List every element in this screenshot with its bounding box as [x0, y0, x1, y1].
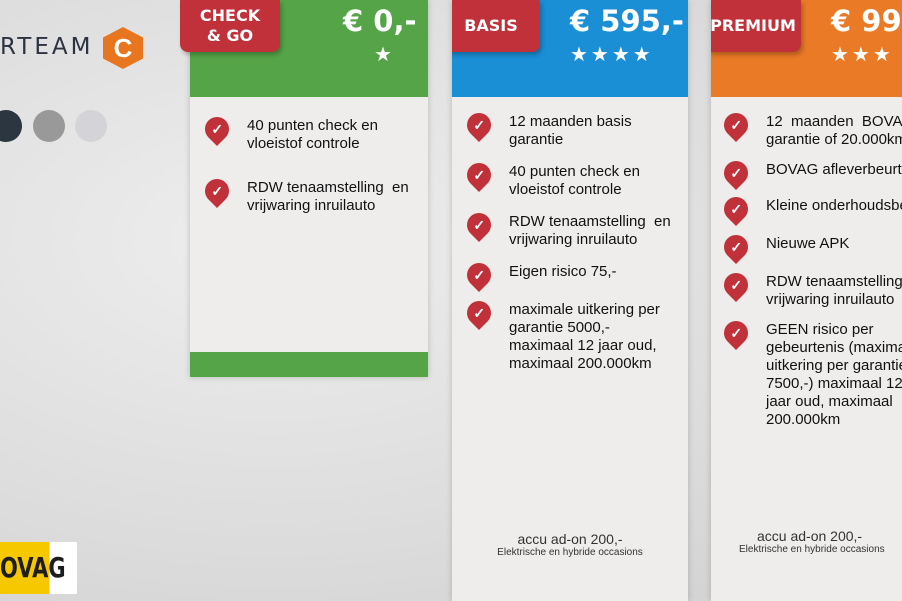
card-basis[interactable]: BASIS € 595,- ★★★★ ✓ 12 maanden basis gar…	[452, 0, 688, 601]
feature-item: ✓ GEEN risico per gebeurtenis (maximaal u…	[719, 316, 902, 429]
feature-text: 12 maanden BOVAG garantie of 20.000km	[766, 113, 902, 148]
brand-name: RTEAM	[0, 34, 94, 60]
plan-price: € 595,-	[570, 4, 684, 38]
feature-text: maximale uitkering per garantie 5000,- m…	[509, 301, 660, 372]
plan-name: CHECK & GO	[180, 0, 280, 52]
feature-item: ✓ BOVAG afleverbeurt	[719, 156, 902, 190]
feature-item: ✓ 40 punten check en vloeistof controle	[200, 112, 428, 153]
slider-dot-2[interactable]	[33, 110, 65, 142]
check-icon: ✓	[462, 208, 496, 242]
feature-text: 40 punten check en vloeistof controle	[509, 163, 640, 198]
feature-text: 40 punten check en vloeistof controle	[247, 117, 378, 152]
feature-item: ✓ 12 maanden basis garantie	[462, 108, 688, 149]
feature-item: ✓ Nieuwe APK	[719, 230, 902, 264]
brand-logo: C	[103, 27, 143, 69]
bovag-logo: OVAG	[0, 542, 77, 594]
feature-item: ✓ Kleine onderhoudsbe	[719, 192, 902, 226]
check-icon: ✓	[719, 316, 753, 350]
feature-item: ✓ RDW tenaamstelling en vrijwaring inruil…	[200, 174, 428, 215]
feature-text: 12 maanden basis garantie	[509, 113, 632, 148]
check-icon: ✓	[462, 296, 496, 330]
feature-text: BOVAG afleverbeurt	[766, 161, 902, 178]
feature-item: ✓ 40 punten check en vloeistof controle	[462, 158, 688, 199]
addon-sub: Elektrische en hybride occasions	[497, 547, 643, 558]
feature-text: RDW tenaamstelling vrijwaring inruilauto	[766, 273, 902, 308]
check-icon: ✓	[719, 192, 753, 226]
slider-dot-1[interactable]	[0, 110, 22, 142]
addon-label: accu ad-on 200,-	[517, 531, 623, 547]
check-icon: ✓	[462, 108, 496, 142]
feature-text: RDW tenaamstelling en vrijwaring inruila…	[247, 179, 409, 214]
card-footer-bar	[190, 352, 428, 377]
check-icon: ✓	[719, 230, 753, 264]
check-icon: ✓	[200, 112, 234, 146]
feature-text: RDW tenaamstelling en vrijwaring inruila…	[509, 213, 671, 248]
feature-text: Kleine onderhoudsbe	[766, 197, 902, 214]
check-icon: ✓	[719, 268, 753, 302]
check-icon: ✓	[462, 258, 496, 292]
feature-text: GEEN risico per gebeurtenis (maximaal ui…	[766, 321, 902, 428]
card-premium[interactable]: PREMIUM € 995 ★★★ ✓ 12 maanden BOVAG gara…	[711, 0, 902, 601]
check-icon: ✓	[719, 108, 753, 142]
plan-price: € 995	[831, 4, 902, 38]
feature-text: Nieuwe APK	[766, 235, 850, 252]
feature-item: ✓ RDW tenaamstelling en vrijwaring inruil…	[462, 208, 688, 249]
addon-label: accu ad-on 200,-	[757, 528, 863, 544]
plan-name: PREMIUM	[711, 0, 801, 52]
plan-price: € 0,-	[343, 4, 417, 38]
check-icon: ✓	[200, 174, 234, 208]
check-icon: ✓	[719, 156, 753, 190]
feature-item: ✓ Eigen risico 75,-	[462, 258, 688, 292]
card-check-go[interactable]: CHECK & GO € 0,- ★ ✓ 40 punten check en vl…	[180, 0, 428, 377]
feature-item: ✓ 12 maanden BOVAG garantie of 20.000km	[719, 108, 902, 149]
rating-stars: ★★★	[831, 44, 894, 66]
rating-stars: ★★★★	[570, 44, 654, 66]
rating-stars: ★	[374, 44, 395, 66]
feature-item: ✓ maximale uitkering per garantie 5000,- …	[462, 296, 688, 373]
feature-item: ✓ RDW tenaamstelling vrijwaring inruilaut…	[719, 268, 902, 309]
check-icon: ✓	[462, 158, 496, 192]
addon-sub: Elektrische en hybride occasions	[739, 544, 885, 555]
slider-dot-3[interactable]	[75, 110, 107, 142]
feature-text: Eigen risico 75,-	[509, 263, 617, 280]
plan-name: BASIS	[452, 0, 540, 52]
